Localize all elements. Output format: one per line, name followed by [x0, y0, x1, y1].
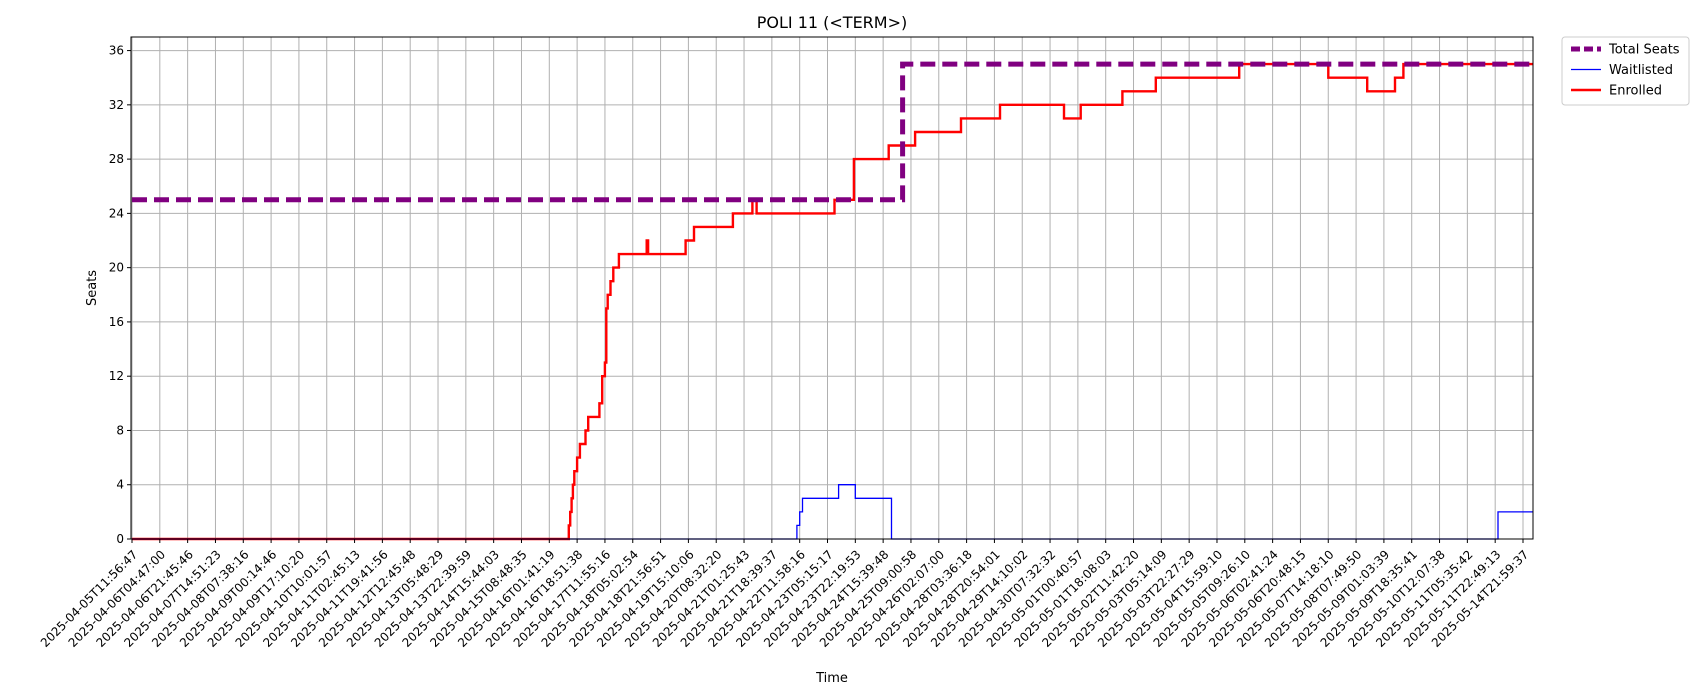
y-tick-label: 0	[116, 532, 124, 546]
grid-lines	[131, 37, 1533, 540]
legend-box	[1561, 36, 1690, 106]
chart-title: POLI 11 (<TERM>)	[757, 13, 908, 32]
y-tick-label: 28	[109, 152, 124, 166]
y-tick-label: 24	[109, 206, 124, 220]
y-axis-title: Seats	[85, 270, 100, 306]
x-axis-ticks: 2025-04-05T11:56:472025-04-06T04:47:0020…	[38, 539, 1531, 650]
y-axis-ticks: 0 4 8 12 16 20 24 28 32 36	[109, 44, 131, 546]
y-tick-label: 16	[109, 315, 124, 329]
series-line-total-seats	[132, 61, 1533, 203]
legend-label-enrolled: Enrolled	[1609, 84, 1662, 99]
y-tick-label: 20	[109, 261, 124, 275]
y-tick-label: 12	[109, 369, 124, 383]
y-tick-label: 36	[109, 44, 124, 58]
legend: Total Seats Waitlisted Enrolled	[1561, 36, 1690, 106]
x-axis-title: Time	[815, 671, 848, 686]
plot-frame	[130, 36, 1534, 540]
y-tick-label: 32	[109, 98, 124, 112]
series-line-waitlisted	[132, 484, 1533, 540]
legend-label-waitlisted: Waitlisted	[1609, 63, 1673, 78]
legend-label-total-seats: Total Seats	[1608, 43, 1680, 58]
series-line-enrolled	[132, 62, 1533, 541]
y-tick-label: 4	[116, 478, 124, 492]
series-layer	[132, 61, 1533, 541]
y-tick-label: 8	[116, 423, 124, 437]
